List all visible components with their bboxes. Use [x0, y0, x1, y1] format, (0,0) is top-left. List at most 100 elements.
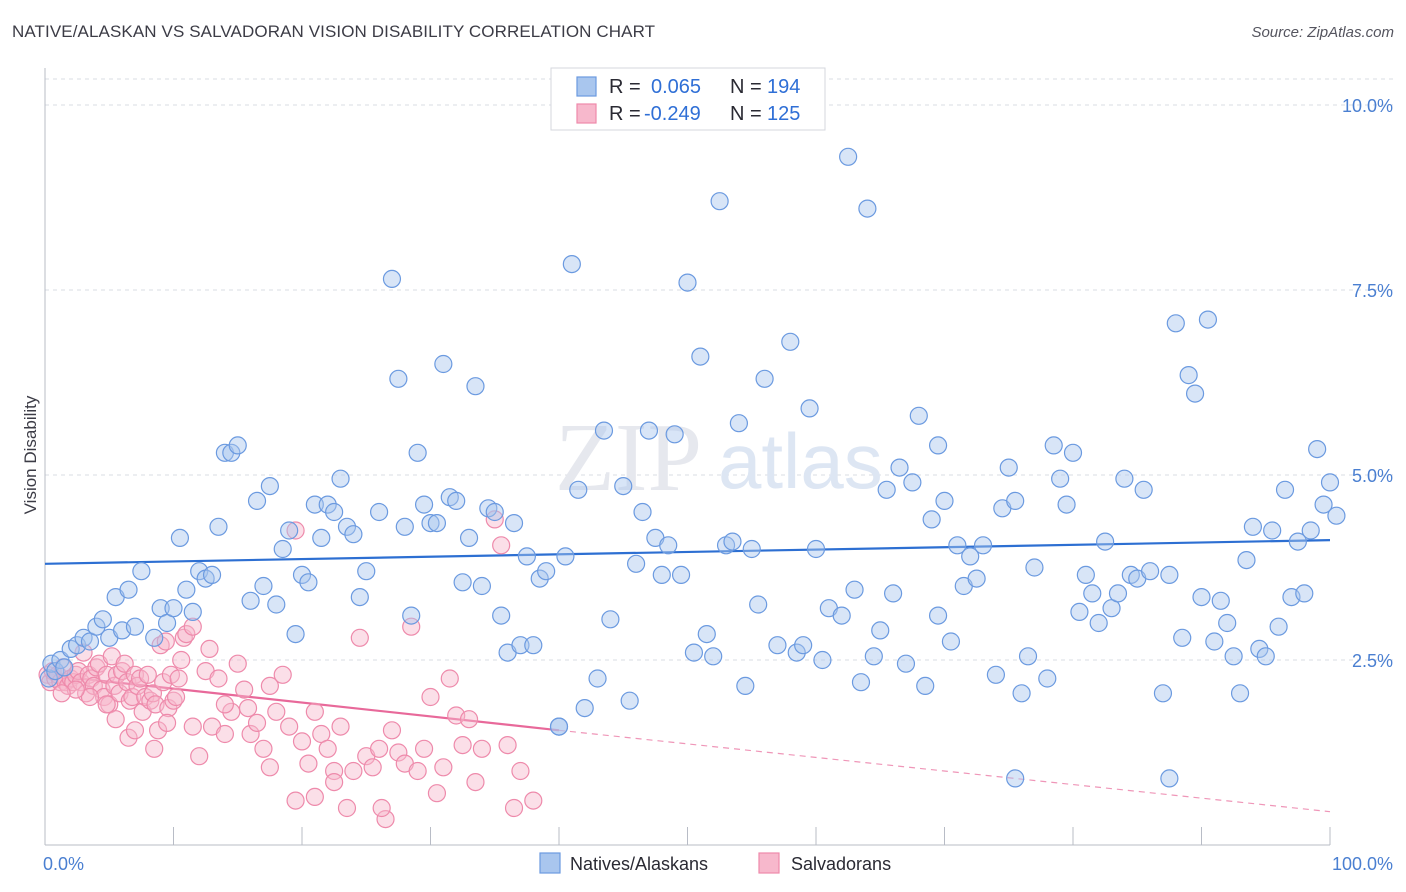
native-point-178	[1256, 647, 1275, 666]
native-point-70	[504, 513, 524, 533]
native-point-141	[1006, 491, 1025, 510]
native-point-87	[633, 502, 652, 522]
legend-r-label-2: R =	[609, 103, 641, 125]
native-point-34	[260, 477, 279, 496]
native-point-147	[1051, 469, 1070, 488]
salvadoran-point-86	[382, 721, 402, 740]
native-point-23	[183, 602, 202, 622]
salvadoran-point-109	[372, 798, 391, 818]
native-point-177	[1250, 639, 1269, 659]
watermark: ZIP atlas	[555, 404, 883, 512]
native-point-2	[46, 661, 65, 681]
watermark-atlas: atlas	[718, 417, 883, 505]
salvadoran-point-69	[273, 665, 292, 684]
native-point-92	[665, 425, 684, 444]
native-point-37	[280, 521, 299, 540]
salvadoran-point-62	[228, 654, 247, 673]
salvadoran-point-63	[235, 680, 254, 699]
legend-n-label-1: N =	[730, 76, 762, 98]
native-point-173	[1224, 647, 1243, 666]
salvadoran-point-39	[138, 665, 157, 684]
native-point-157	[1115, 469, 1134, 488]
salvadoran-point-46	[156, 632, 175, 651]
native-point-59	[434, 354, 453, 374]
salvadoran-point-85	[376, 809, 395, 829]
salvadoran-point-101	[485, 510, 504, 529]
salvadoran-point-73	[299, 754, 318, 773]
native-point-26	[202, 565, 222, 585]
native-point-126	[903, 473, 922, 492]
salvadoran-point-65	[247, 713, 267, 733]
salvadoran-point-79	[337, 798, 357, 818]
native-point-58	[427, 513, 447, 533]
salvadoran-point-59	[209, 669, 228, 688]
salvadoran-point-33	[123, 687, 142, 707]
salvadoran-point-119	[52, 684, 71, 703]
native-point-22	[177, 580, 196, 599]
legend-swatch-natives	[539, 852, 561, 874]
salvadoran-point-71	[286, 521, 305, 540]
salvadorans-points	[38, 510, 543, 829]
native-point-83	[601, 610, 620, 629]
native-point-63	[459, 528, 479, 548]
salvadoran-point-76	[318, 739, 337, 758]
native-point-144	[1025, 558, 1044, 577]
native-point-150	[1070, 602, 1089, 622]
trend-lines	[44, 539, 1331, 813]
salvadoran-point-113	[183, 617, 202, 636]
legend-r-label-1: R =	[609, 76, 641, 98]
salvadoran-point-99	[466, 772, 485, 792]
native-point-71	[511, 636, 530, 655]
native-point-135	[961, 547, 980, 566]
native-point-119	[858, 199, 877, 218]
watermark-zip: ZIP	[555, 404, 702, 512]
native-point-0	[39, 669, 58, 688]
salvadoran-point-90	[408, 761, 427, 781]
native-point-41	[305, 495, 324, 514]
native-point-179	[1263, 521, 1282, 540]
native-point-84	[614, 477, 633, 496]
salvadoran-point-120	[106, 710, 125, 729]
native-point-79	[569, 480, 588, 499]
native-point-72	[517, 547, 536, 566]
correlation-legend: R = 0.065 N = 194 R = -0.249 N = 125	[550, 67, 826, 131]
native-point-146	[1044, 436, 1063, 455]
legend-swatch-pink	[576, 103, 597, 124]
native-point-192	[549, 717, 569, 736]
native-point-105	[749, 595, 768, 614]
native-point-10	[93, 610, 112, 629]
native-point-49	[357, 562, 376, 581]
native-point-140	[999, 458, 1018, 477]
salvadoran-point-55	[183, 717, 202, 736]
salvadoran-point-106	[524, 791, 543, 810]
native-point-183	[1288, 532, 1307, 551]
native-point-44	[325, 502, 344, 522]
native-point-65	[472, 576, 491, 596]
native-point-91	[659, 536, 678, 555]
native-point-39	[292, 565, 312, 585]
legend-r-value-2: -0.249	[644, 103, 701, 125]
native-point-57	[421, 513, 440, 533]
native-point-54	[402, 606, 421, 625]
native-point-149	[1063, 443, 1083, 462]
salvadoran-point-115	[119, 728, 138, 747]
salvadoran-point-51	[169, 669, 188, 688]
legend-swatch-salvadorans	[758, 852, 780, 874]
salvadoran-point-123	[200, 639, 219, 659]
salvadoran-point-102	[492, 536, 511, 555]
native-point-33	[254, 576, 273, 596]
native-point-93	[671, 565, 691, 585]
natives-points	[39, 147, 1346, 788]
native-point-9	[87, 617, 106, 636]
salvadoran-point-56	[190, 747, 209, 766]
native-point-47	[344, 525, 363, 544]
native-point-85	[620, 691, 639, 710]
native-point-124	[890, 458, 909, 477]
salvadoran-point-93	[427, 784, 447, 803]
salvadoran-point-95	[440, 669, 459, 688]
salvadoran-point-10	[64, 673, 83, 692]
native-point-152	[1083, 584, 1102, 603]
legend-swatch-blue	[576, 76, 597, 97]
salvadoran-point-104	[504, 798, 524, 818]
native-point-151	[1076, 565, 1095, 585]
